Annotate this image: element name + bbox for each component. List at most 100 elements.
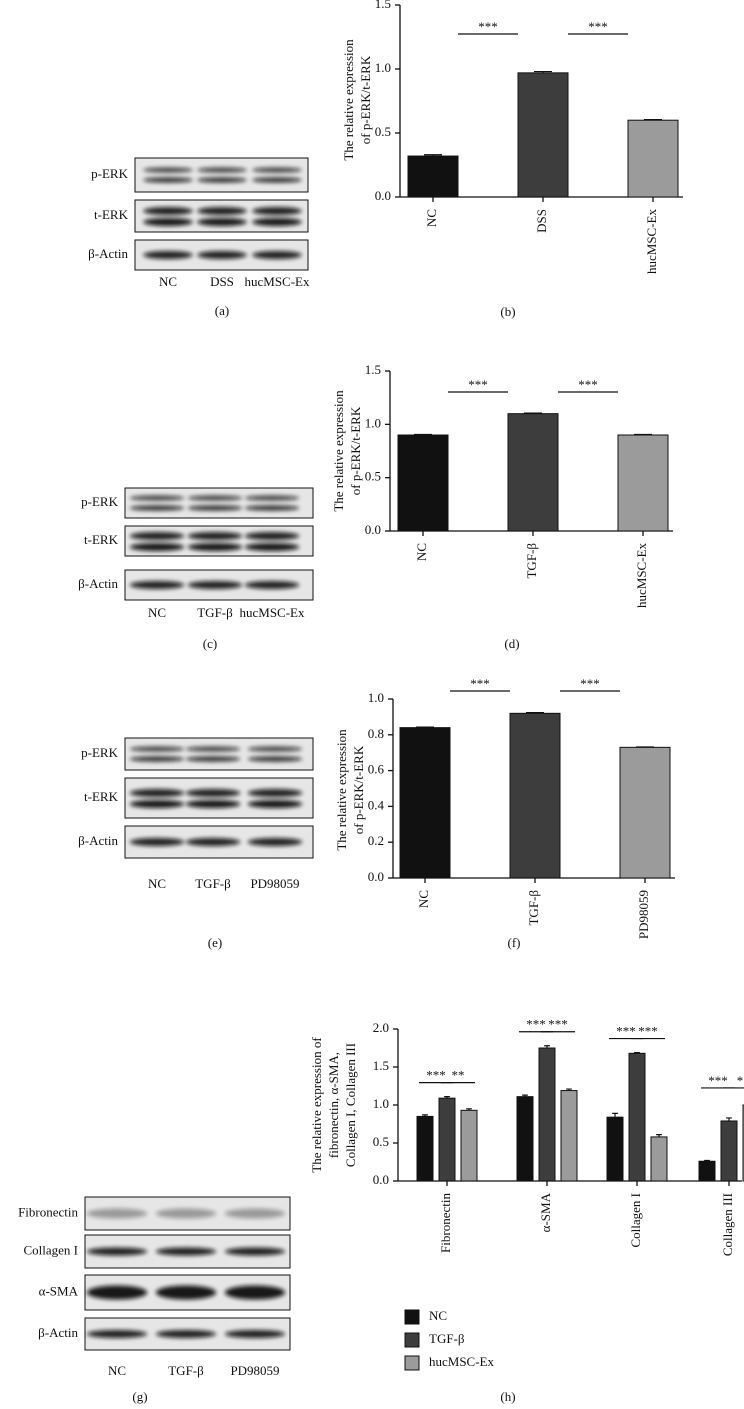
x-tick-label: TGF-β <box>524 543 539 579</box>
blot-frame <box>134 157 309 193</box>
y-tick-label: 0.5 <box>365 469 381 484</box>
y-tick-label: 2.0 <box>373 1020 389 1035</box>
bar <box>407 155 459 198</box>
blot-lane-label: TGF-β <box>195 876 231 891</box>
blot-lane-label: NC <box>148 605 166 620</box>
legend-swatch <box>404 1309 420 1325</box>
blot-band <box>185 838 241 846</box>
error-bar <box>416 726 434 728</box>
x-tick-label: hucMSC-Ex <box>634 543 649 609</box>
x-tick-label: NC <box>424 209 439 227</box>
blot: p-ERK t-ERK β-Actin NC DSS hucMSC-Ex (a) <box>88 157 310 318</box>
y-axis-title: of p-ERK/t-ERK <box>348 406 363 495</box>
legend-swatch <box>404 1332 420 1348</box>
y-tick-label: 0.2 <box>368 833 384 848</box>
significance-label: *** <box>588 19 608 34</box>
significance-label: *** <box>708 1073 728 1088</box>
legend-label: TGF-β <box>429 1331 465 1346</box>
blot-frame <box>124 487 314 519</box>
blot-band <box>155 1285 217 1300</box>
blot-lane-label: TGF-β <box>168 1363 204 1378</box>
error-bar <box>566 1088 572 1091</box>
x-tick-label: NC <box>416 890 431 908</box>
blot: p-ERK t-ERK β-Actin NC TGF-β hucMSC-Ex (c) <box>78 487 314 651</box>
blot-lane-label: NC <box>108 1363 126 1378</box>
blot-band <box>86 1330 148 1338</box>
y-axis-title: Collagen I, Collagen III <box>343 1043 358 1167</box>
blot-band <box>252 167 302 173</box>
blot-band <box>129 756 185 762</box>
blot-band <box>129 838 185 846</box>
blot-band <box>187 581 243 589</box>
error-bar <box>726 1117 732 1121</box>
blot-row-label: β-Actin <box>88 246 128 261</box>
blot-row-label: β-Actin <box>78 576 118 591</box>
y-axis-title: The relative expression <box>331 390 346 512</box>
bar <box>560 1090 578 1182</box>
y-tick-label: 1.5 <box>375 0 391 11</box>
bar <box>628 1052 646 1182</box>
blot-band <box>197 167 247 173</box>
significance-label: *** <box>468 377 488 392</box>
bar <box>617 434 669 532</box>
significance-label: *** <box>478 19 498 34</box>
legend-label: NC <box>429 1308 447 1323</box>
significance-label: *** <box>638 1024 658 1039</box>
blot-band <box>129 505 185 511</box>
blot-band <box>143 218 193 226</box>
y-tick-label: 1.0 <box>375 60 391 75</box>
legend-label: hucMSC-Ex <box>429 1354 495 1369</box>
bar <box>538 1047 556 1182</box>
blot-band <box>244 505 300 511</box>
bar <box>698 1160 716 1182</box>
blot-row-label: p-ERK <box>81 494 118 509</box>
y-tick-label: 0.0 <box>375 188 391 203</box>
y-tick-label: 0.0 <box>365 522 381 537</box>
blot-band <box>187 495 243 501</box>
blot-band <box>197 207 247 215</box>
blot-band <box>247 800 303 808</box>
blot-band <box>224 1285 286 1300</box>
blot-band <box>187 543 243 551</box>
error-bar <box>424 154 442 157</box>
blot-band <box>247 789 303 797</box>
panel-label: (f) <box>508 935 521 950</box>
blot-band <box>244 581 300 589</box>
blot-row-label: β-Actin <box>38 1325 78 1340</box>
y-axis-title: The relative expression of <box>309 1037 324 1173</box>
bar <box>627 119 679 198</box>
y-tick-label: 0.0 <box>373 1172 389 1187</box>
y-axis-title: fibronectin, α-SMA, <box>326 1052 341 1158</box>
error-bar <box>634 433 652 436</box>
error-bar <box>656 1134 662 1137</box>
blot-band <box>129 800 185 808</box>
y-axis-title: of p-ERK/t-ERK <box>358 55 373 144</box>
error-bar <box>644 118 662 121</box>
blot-band <box>252 207 302 215</box>
x-tick-label: NC <box>414 543 429 561</box>
bar <box>517 72 569 198</box>
blot: Fibronectin Collagen I α-SMA β-Actin NC TGF-β… <box>18 1196 291 1404</box>
x-tick-label: PD98059 <box>636 890 651 939</box>
y-tick-label: 1.0 <box>365 415 381 430</box>
error-bar <box>414 433 432 436</box>
blot-lane-label: NC <box>148 876 166 891</box>
y-tick-label: 0.5 <box>375 124 391 139</box>
blot-band <box>143 177 193 183</box>
blot-band <box>252 177 302 183</box>
panel-label: (b) <box>500 304 515 319</box>
error-bar <box>634 1051 640 1054</box>
blot-band <box>143 167 193 173</box>
bar <box>416 1115 434 1182</box>
error-bar <box>526 712 544 714</box>
blot-lane-label: DSS <box>210 274 234 289</box>
blot-row-label: t-ERK <box>94 207 129 222</box>
blot-row-label: t-ERK <box>84 789 119 804</box>
blot-row-label: β-Actin <box>78 833 118 848</box>
panel-label: (a) <box>215 303 229 318</box>
y-tick-label: 0.6 <box>368 762 385 777</box>
significance-label: *** <box>470 676 490 691</box>
significance-label: *** <box>580 676 600 691</box>
blot-band <box>129 789 185 797</box>
